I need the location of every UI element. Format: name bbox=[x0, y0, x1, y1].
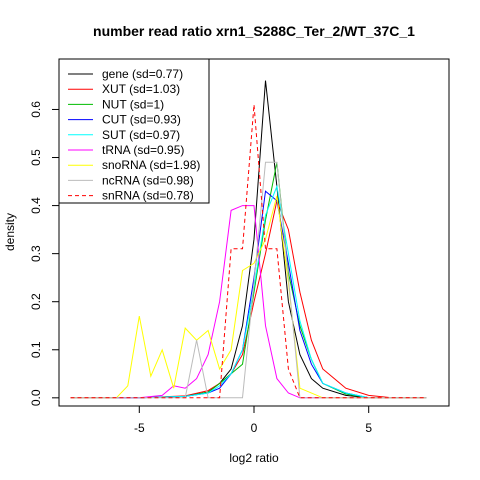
legend-label: gene (sd=0.77) bbox=[102, 67, 183, 81]
y-tick-label: 0.1 bbox=[29, 341, 43, 358]
legend-label: XUT (sd=1.03) bbox=[102, 82, 180, 96]
x-axis: -5 0 5 bbox=[134, 406, 372, 435]
series-line-2 bbox=[70, 162, 427, 399]
y-axis: 0.0 0.1 0.2 0.3 0.4 0.5 0.6 bbox=[29, 101, 59, 406]
legend-label: snoRNA (sd=1.98) bbox=[102, 158, 200, 172]
y-tick-label: 0.6 bbox=[29, 101, 43, 118]
chart-title: number read ratio xrn1_S288C_Ter_2/WT_37… bbox=[93, 23, 415, 39]
legend-label: ncRNA (sd=0.98) bbox=[102, 173, 194, 187]
legend: gene (sd=0.77)XUT (sd=1.03)NUT (sd=1) CUT… bbox=[58, 58, 210, 204]
series-line-8 bbox=[70, 104, 427, 399]
y-axis-label: density bbox=[3, 213, 17, 251]
legend-label: tRNA (sd=0.95) bbox=[102, 143, 184, 157]
x-tick-label: 5 bbox=[365, 421, 372, 435]
x-tick-label: 0 bbox=[251, 421, 258, 435]
series-layer bbox=[70, 80, 427, 399]
y-tick-label: 0.3 bbox=[29, 245, 43, 262]
x-tick-label: -5 bbox=[134, 421, 145, 435]
legend-label: NUT (sd=1) bbox=[102, 97, 164, 111]
legend-box bbox=[58, 58, 210, 204]
y-tick-label: 0.0 bbox=[29, 389, 43, 406]
y-tick-label: 0.2 bbox=[29, 293, 43, 310]
y-tick-label: 0.5 bbox=[29, 149, 43, 166]
y-tick-label: 0.4 bbox=[29, 197, 43, 214]
series-line-1 bbox=[70, 199, 427, 399]
legend-label: snRNA (sd=0.78) bbox=[102, 189, 194, 203]
legend-label: SUT (sd=0.97) bbox=[102, 128, 180, 142]
legend-label: CUT (sd=0.93) bbox=[102, 113, 181, 127]
series-line-4 bbox=[70, 184, 427, 399]
x-axis-label: log2 ratio bbox=[229, 451, 279, 465]
